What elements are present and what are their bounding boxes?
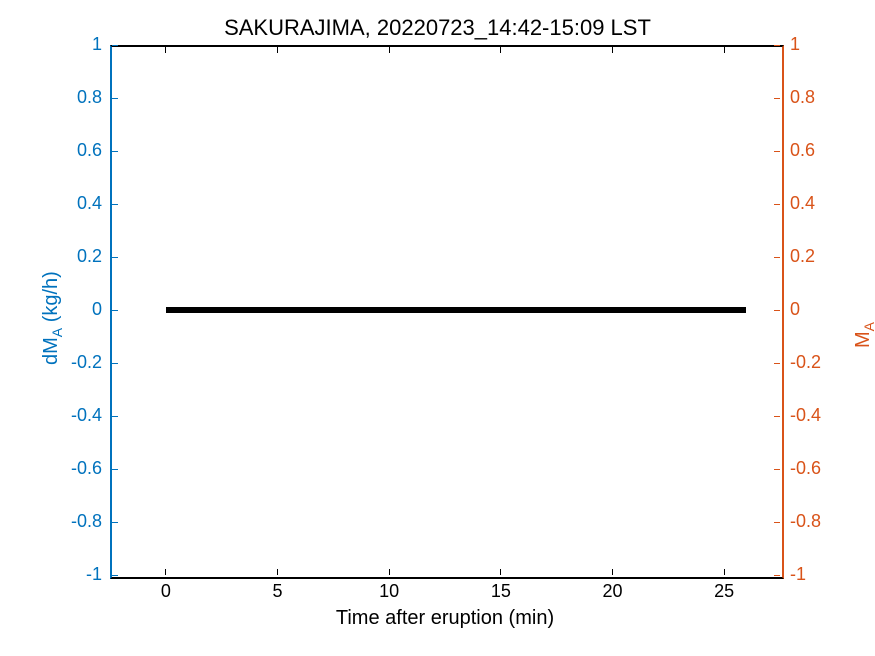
y-left-tick-label: -0.8	[71, 511, 102, 532]
y-left-tick-mark	[112, 98, 118, 99]
y-right-tick-mark	[774, 363, 780, 364]
y-left-tick-mark	[112, 416, 118, 417]
y-left-tick-label: -0.2	[71, 352, 102, 373]
x-tick-mark	[389, 569, 390, 575]
y-right-tick-mark	[774, 310, 780, 311]
data-series-line	[166, 307, 747, 313]
x-axis-label: Time after eruption (min)	[110, 607, 780, 630]
y-left-tick-label: 0	[92, 299, 102, 320]
y-left-tick-label: -1	[86, 564, 102, 585]
y-left-tick-label: 0.4	[77, 193, 102, 214]
x-tick-label: 20	[593, 581, 633, 602]
y-right-tick-mark	[774, 416, 780, 417]
y-right-tick-mark	[774, 45, 780, 46]
x-tick-label: 5	[258, 581, 298, 602]
y-right-tick-label: -0.6	[790, 458, 821, 479]
y-right-axis-label: MA (kg)	[852, 314, 875, 348]
y-left-tick-mark	[112, 257, 118, 258]
y-right-tick-label: -0.8	[790, 511, 821, 532]
x-tick-mark-top	[500, 47, 501, 53]
y-left-tick-label: -0.6	[71, 458, 102, 479]
x-tick-mark	[500, 569, 501, 575]
x-tick-mark	[724, 569, 725, 575]
y-right-tick-mark	[774, 575, 780, 576]
y-left-tick-mark	[112, 522, 118, 523]
y-right-tick-label: -1	[790, 564, 806, 585]
chart-title: SAKURAJIMA, 20220723_14:42-15:09 LST	[0, 15, 875, 41]
y-right-tick-label: 0.8	[790, 87, 815, 108]
y-left-tick-label: 1	[92, 34, 102, 55]
y-right-tick-mark	[774, 522, 780, 523]
y-left-tick-mark	[112, 204, 118, 205]
y-left-tick-mark	[112, 45, 118, 46]
y-right-tick-label: -0.2	[790, 352, 821, 373]
x-tick-mark	[277, 569, 278, 575]
x-tick-mark	[612, 569, 613, 575]
y-left-tick-mark	[112, 469, 118, 470]
y-right-tick-label: 0.6	[790, 140, 815, 161]
x-tick-label: 15	[481, 581, 521, 602]
y-right-tick-label: 1	[790, 34, 800, 55]
y-left-tick-label: 0.2	[77, 246, 102, 267]
y-right-tick-mark	[774, 151, 780, 152]
x-tick-mark-top	[724, 47, 725, 53]
x-tick-label: 25	[704, 581, 744, 602]
x-tick-mark-top	[165, 47, 166, 53]
x-tick-mark-top	[277, 47, 278, 53]
y-left-tick-mark	[112, 363, 118, 364]
chart-container: SAKURAJIMA, 20220723_14:42-15:09 LST Tim…	[0, 0, 875, 656]
y-right-tick-label: -0.4	[790, 405, 821, 426]
y-right-tick-mark	[774, 257, 780, 258]
x-tick-mark-top	[612, 47, 613, 53]
x-tick-label: 10	[369, 581, 409, 602]
y-left-tick-mark	[112, 310, 118, 311]
y-left-tick-mark	[112, 151, 118, 152]
y-left-tick-label: 0.6	[77, 140, 102, 161]
x-tick-mark-top	[389, 47, 390, 53]
y-right-tick-label: 0.4	[790, 193, 815, 214]
y-left-tick-mark	[112, 575, 118, 576]
x-tick-mark	[165, 569, 166, 575]
y-left-tick-label: 0.8	[77, 87, 102, 108]
x-tick-label: 0	[146, 581, 186, 602]
y-right-tick-label: 0.2	[790, 246, 815, 267]
y-right-tick-mark	[774, 204, 780, 205]
y-right-tick-mark	[774, 98, 780, 99]
y-right-tick-mark	[774, 469, 780, 470]
y-right-tick-label: 0	[790, 299, 800, 320]
y-left-axis-label: dMA (kg/h)	[40, 271, 65, 365]
y-left-tick-label: -0.4	[71, 405, 102, 426]
